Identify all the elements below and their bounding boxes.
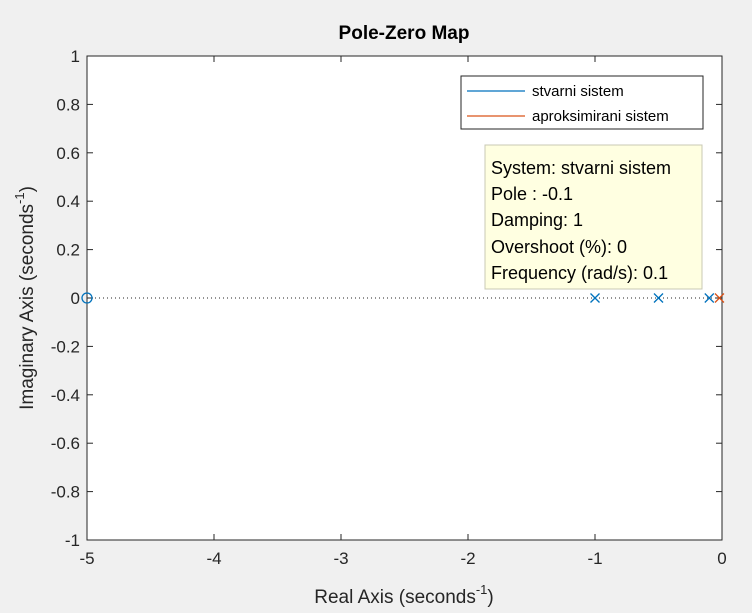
datatip-box — [484, 144, 703, 290]
y-tick-label: 0.2 — [56, 241, 80, 260]
legend-label-aproksimirani: aproksimirani sistem — [532, 108, 669, 125]
x-tick-label: -3 — [333, 549, 348, 568]
x-tick-label: -5 — [79, 549, 94, 568]
x-tick-label: -2 — [460, 549, 475, 568]
y-tick-label: 0.6 — [56, 144, 80, 163]
pole-marker[interactable] — [590, 293, 600, 303]
y-tick-label: -0.6 — [51, 434, 80, 453]
pole-marker[interactable] — [653, 293, 664, 303]
y-axis-ticks: -1 -0.8 -0.6 -0.4 -0.2 0 0.2 0.4 0.6 0.8 1 — [51, 47, 722, 550]
pole-marker[interactable] — [704, 293, 715, 303]
x-tick-label: -4 — [206, 549, 221, 568]
y-tick-label: -0.4 — [51, 386, 80, 405]
plot-area — [86, 55, 723, 541]
y-axis-title: Imaginary Axis (seconds-1) — [12, 186, 38, 410]
x-tick-label: 0 — [717, 549, 726, 568]
y-tick-label: 0.4 — [56, 192, 80, 211]
legend-label-stvarni: stvarni sistem — [532, 83, 624, 100]
zero-marker[interactable] — [81, 292, 93, 304]
y-tick-label: -1 — [65, 531, 80, 550]
datatip-frequency: Frequency (rad/s): 0.1 — [491, 263, 668, 283]
datatip-damping: Damping: 1 — [491, 210, 583, 230]
datatip[interactable]: System: stvarni sistem Pole : -0.1 Dampi… — [484, 144, 703, 290]
datatip-system: System: stvarni sistem — [491, 158, 671, 178]
pole-marker[interactable] — [714, 293, 725, 303]
y-tick-label: 0.8 — [56, 95, 80, 114]
datatip-overshoot: Overshoot (%): 0 — [491, 237, 627, 257]
y-tick-label: -0.2 — [51, 337, 80, 356]
pole-zero-marks[interactable] — [81, 292, 725, 304]
x-axis-ticks: -5 -4 -3 -2 -1 0 — [79, 56, 727, 568]
y-tick-label: 1 — [71, 47, 80, 66]
y-tick-label: -0.8 — [51, 483, 80, 502]
x-tick-label: -1 — [587, 549, 602, 568]
legend[interactable]: stvarni sistem aproksimirani sistem — [460, 75, 704, 130]
legend-box — [460, 75, 704, 130]
chart-title: Pole-Zero Map — [339, 23, 470, 44]
y-tick-label: 0 — [71, 289, 80, 308]
x-axis-title: Real Axis (seconds-1) — [314, 582, 493, 608]
datatip-pole: Pole : -0.1 — [491, 184, 573, 204]
